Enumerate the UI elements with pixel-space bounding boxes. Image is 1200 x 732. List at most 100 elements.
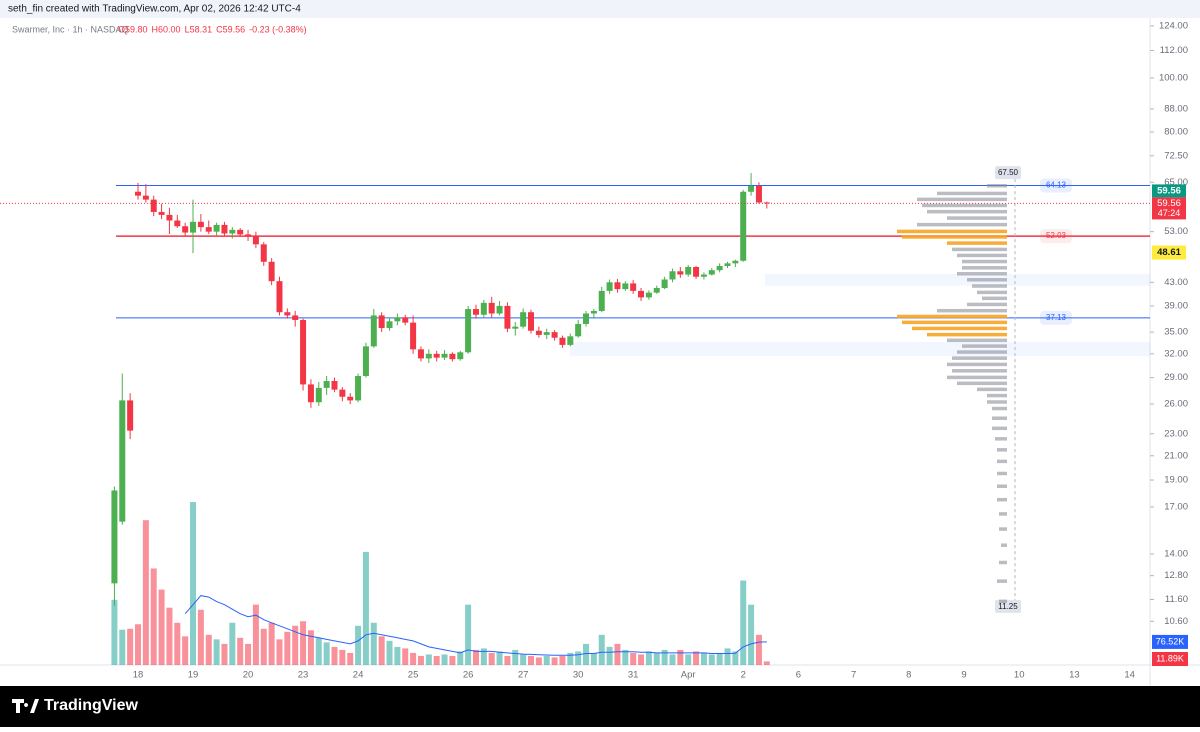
profile-bar — [1001, 543, 1007, 547]
profile-bar — [997, 579, 1007, 583]
candle-body — [127, 400, 134, 431]
indicator-label: 48.61 — [1157, 247, 1181, 258]
volume-bar — [182, 636, 189, 665]
volume-bar — [708, 654, 715, 665]
volume-bar — [630, 652, 637, 665]
y-tick-label: 72.50 — [1164, 150, 1188, 161]
candle-body — [268, 261, 275, 282]
x-tick-label: 7 — [851, 670, 856, 681]
candle-body — [449, 353, 456, 360]
candle-body — [339, 389, 346, 397]
volume-bar — [748, 604, 755, 665]
price-tag — [1152, 184, 1186, 198]
volume-bar — [480, 648, 487, 665]
candle-body — [614, 282, 621, 290]
volume-bar — [347, 652, 354, 665]
volume-bar — [763, 661, 770, 665]
profile-bar — [947, 216, 1007, 220]
legend-value: O59.80 — [118, 24, 148, 34]
profile-bar — [992, 416, 1007, 420]
profile-bar — [999, 560, 1007, 565]
y-tick-label: 124.00 — [1159, 20, 1188, 31]
volume-bar — [284, 631, 291, 665]
volume-bar — [276, 639, 283, 665]
price-tag-label: 59.56 — [1157, 185, 1181, 196]
level-label: 64.13 — [1046, 181, 1067, 190]
candle-body — [724, 263, 731, 266]
candle-body — [119, 400, 126, 522]
x-tick-label: 2 — [741, 670, 746, 681]
candle-body — [472, 309, 479, 315]
volume-bar — [417, 655, 424, 665]
candle-body — [496, 305, 503, 314]
profile-bar — [967, 278, 1007, 282]
volume-bar — [252, 604, 259, 665]
volume-bar — [229, 622, 236, 665]
volume-bar — [378, 636, 385, 665]
volume-bar — [559, 655, 566, 665]
volume-tag — [1152, 634, 1188, 649]
candle-body — [166, 214, 173, 221]
volume-bar — [567, 652, 574, 665]
volume-bar — [331, 646, 338, 665]
volume-bar — [174, 622, 181, 665]
level-tag — [1040, 229, 1072, 244]
x-tick-label: 26 — [463, 670, 474, 681]
volume-bar — [425, 654, 432, 665]
volume-bar — [158, 589, 165, 665]
volume-bar — [732, 651, 739, 665]
volume-bar — [465, 604, 472, 665]
volume-bar — [606, 646, 613, 665]
profile-bar — [987, 393, 1007, 398]
volume-bar — [150, 568, 157, 665]
profile-bar — [957, 350, 1007, 354]
volume-bar — [638, 654, 645, 665]
candle-body — [520, 312, 527, 327]
volume-bar — [575, 651, 582, 665]
header: seth_fin created with TradingView.com, A… — [8, 4, 301, 15]
profile-bar — [997, 459, 1007, 464]
y-tick-label: 11.60 — [1165, 594, 1188, 605]
x-tick-label: 10 — [1014, 670, 1025, 681]
volume-bar — [598, 634, 605, 665]
candle-body — [245, 234, 252, 237]
candle-body — [150, 199, 157, 212]
candle-body — [292, 315, 299, 320]
profile-bar — [972, 284, 1007, 288]
legend-value: L58.31 — [185, 24, 213, 34]
candle-body — [638, 290, 645, 298]
volume-bar — [166, 607, 173, 665]
candle-body — [559, 337, 566, 345]
volume-bar — [583, 643, 590, 665]
candle-body — [504, 305, 511, 329]
volume-bar — [645, 651, 652, 665]
volume-bar — [700, 652, 707, 665]
y-tick-label: 17.00 — [1164, 501, 1188, 512]
profile-bar — [922, 203, 1007, 208]
price-tag — [1152, 197, 1186, 220]
brand: TradingView — [44, 697, 139, 714]
volume-bar — [740, 580, 747, 665]
x-tick-label: Apr — [681, 670, 696, 681]
level-label: 52.03 — [1046, 231, 1067, 240]
volume-bar — [614, 643, 621, 665]
logo — [12, 699, 39, 713]
footer-bar — [0, 686, 1200, 727]
profile-bar — [947, 241, 1007, 245]
candle-body — [221, 224, 228, 234]
profile-bar — [999, 512, 1007, 516]
indicator-tag — [1152, 245, 1186, 260]
profile-bar — [977, 387, 1007, 392]
y-tick-label: 10.60 — [1164, 616, 1188, 627]
candle-body — [630, 283, 637, 291]
volume-bar — [245, 643, 252, 665]
volume-bar — [512, 649, 519, 665]
candle-body — [433, 353, 440, 358]
zone — [570, 342, 1150, 357]
candle-body — [394, 317, 401, 322]
candle-body — [441, 353, 448, 358]
y-tick-label: 21.00 — [1164, 450, 1188, 461]
profile-bar — [947, 362, 1007, 367]
profile-bar — [962, 266, 1007, 270]
